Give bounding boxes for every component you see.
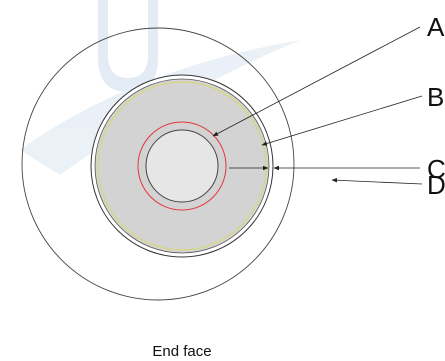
leader-line-a [212, 26, 421, 137]
leader-line-d [331, 177, 423, 185]
core-circle [145, 129, 219, 203]
label-b: B [427, 82, 444, 112]
outer-circle [21, 27, 295, 301]
leader-line-b [261, 95, 423, 146]
label-d: D [427, 170, 445, 200]
red-ring [137, 121, 227, 211]
label-a: A [427, 12, 445, 42]
caption-end-face: End face [152, 343, 211, 360]
label-c: C [427, 154, 445, 184]
